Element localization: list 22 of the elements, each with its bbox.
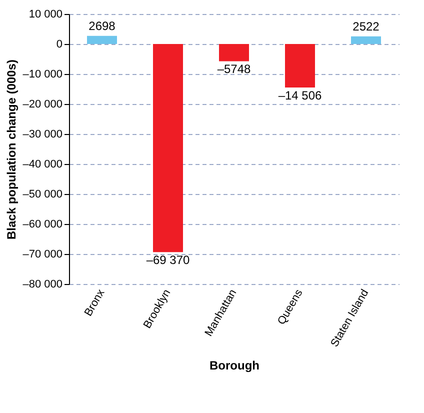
bar — [87, 36, 117, 44]
y-tick-label: –30 000 — [22, 128, 62, 140]
y-tick-label: 10 000 — [28, 8, 62, 20]
y-tick-label: –20 000 — [22, 98, 62, 110]
y-tick-label: –40 000 — [22, 158, 62, 170]
y-tick-label: –70 000 — [22, 248, 62, 260]
bar — [219, 44, 249, 62]
data-label: –5748 — [217, 62, 252, 76]
y-axis-title: Black population change (000s) — [4, 59, 19, 240]
data-label: –14 506 — [278, 88, 322, 103]
x-axis-title: Borough — [210, 358, 260, 373]
y-tick-label: –50 000 — [22, 188, 62, 200]
bar — [285, 44, 315, 88]
y-tick-label: –60 000 — [22, 218, 62, 230]
data-label: –69 370 — [146, 253, 190, 268]
data-label: 2522 — [352, 19, 380, 34]
y-tick-label: –10 000 — [22, 68, 62, 80]
bar — [351, 36, 381, 44]
bar — [153, 44, 183, 252]
data-label: 2698 — [88, 18, 116, 33]
y-tick-label: –80 000 — [22, 278, 62, 290]
y-tick-label: 0 — [56, 38, 62, 50]
